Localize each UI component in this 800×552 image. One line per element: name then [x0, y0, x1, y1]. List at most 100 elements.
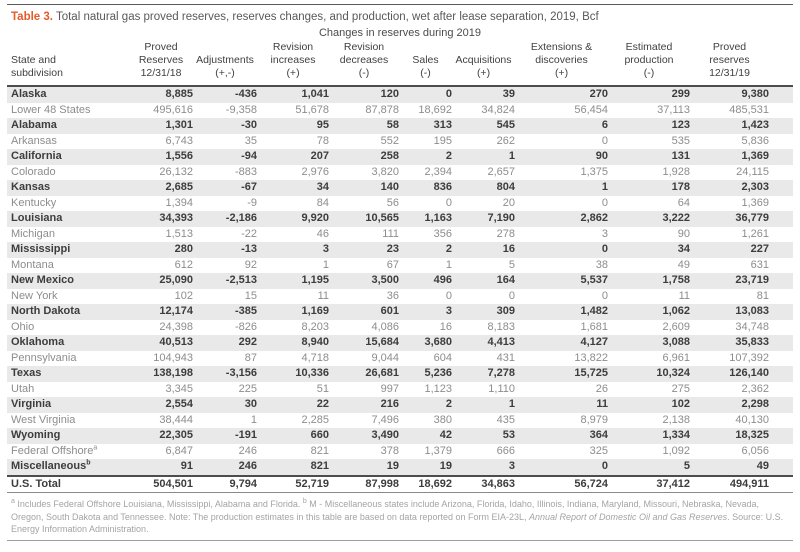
cell: 504,501: [129, 474, 193, 493]
cell: 53: [502, 429, 515, 441]
cell: 49: [756, 460, 769, 472]
cell: -385: [234, 305, 257, 317]
cell: 20: [502, 196, 515, 209]
footnote-marker: b: [302, 498, 307, 505]
cell: 1,375: [580, 165, 608, 178]
cell: 36,779: [735, 212, 769, 224]
table-row: Arkansas 6,743 35 78 552 195 262 0 535 5,836: [7, 134, 793, 150]
cell: -3,156: [225, 367, 257, 379]
row-label: Kentucky: [11, 196, 57, 209]
cell: 262: [496, 134, 515, 147]
cell: 604: [433, 351, 452, 364]
cell: 13,822: [574, 351, 608, 364]
cell: -94: [241, 150, 257, 162]
row-label: New York: [11, 289, 58, 302]
cell: 1,423: [741, 119, 769, 131]
table-row: Federal Offshorea 6,847 246 821 378 1,379 666 3…: [7, 444, 793, 460]
cell: 19: [386, 460, 399, 472]
row-label: Wyoming: [11, 429, 61, 441]
header-revision-decreases: Revision decreases (-): [329, 41, 399, 87]
cell: 1,195: [301, 274, 329, 286]
cell: 178: [671, 181, 690, 193]
cell: 1,169: [301, 305, 329, 317]
cell: 1,062: [662, 305, 690, 317]
cell: 836: [433, 181, 452, 193]
cell: 5: [508, 258, 515, 271]
cell: 227: [750, 243, 769, 255]
cell: 535: [671, 134, 690, 147]
cell: 16: [439, 320, 452, 333]
table-row: Wyoming 22,305 -191 660 3,490 42 53 364 1,334 18,…: [7, 428, 793, 444]
cell: 120: [380, 88, 399, 100]
cell: -9: [247, 196, 257, 209]
cell: 35,833: [735, 336, 769, 348]
cell: 309: [496, 305, 515, 317]
cell: 11: [317, 289, 329, 302]
table-row: Miscellaneousb 91 246 821 19 19 3 0 5 49: [7, 459, 793, 476]
cell: -883: [234, 165, 257, 178]
table-row: Texas 138,198 -3,156 10,336 26,681 5,236 7,278…: [7, 366, 793, 382]
cell: 3,490: [371, 429, 399, 441]
cell: 111: [382, 227, 399, 240]
cell: 7,278: [487, 367, 515, 379]
cell: 1: [445, 258, 452, 271]
cell: 2,362: [741, 382, 769, 395]
cell: 1: [250, 413, 257, 426]
cell: 2,976: [301, 165, 329, 178]
cell: 1,301: [165, 119, 193, 131]
cell: 6,961: [662, 351, 690, 364]
cell: 3,222: [662, 212, 690, 224]
row-label: Federal Offshorea: [11, 443, 98, 457]
cell: 34,748: [735, 320, 769, 333]
cell: 9,920: [301, 212, 329, 224]
cell: 364: [589, 429, 608, 441]
cell: 2,862: [580, 212, 608, 224]
cell: 102: [174, 289, 193, 302]
footnote-reference: a: [93, 443, 98, 451]
cell: 104,943: [153, 351, 193, 364]
cell: 8,183: [487, 320, 515, 333]
cell: 3: [445, 305, 452, 317]
row-label: Montana: [11, 258, 54, 271]
cell: 91: [180, 460, 193, 472]
cell: -436: [234, 88, 257, 100]
cell: 804: [496, 181, 515, 193]
table-body: Alaska 8,885 -436 1,041 120 0 39 270 299 9,380 Low…: [7, 86, 793, 493]
row-label: U.S. Total: [7, 474, 129, 493]
cell: 9,044: [371, 351, 399, 364]
cell: 1,379: [424, 444, 452, 457]
cell: 6,056: [741, 444, 769, 457]
cell: 49: [677, 258, 690, 271]
cell: -826: [234, 320, 257, 333]
header-estimated-production: Estimated production (-): [608, 41, 690, 87]
cell: 8,940: [301, 336, 329, 348]
cell: 87,998: [329, 474, 399, 493]
row-label: Louisiana: [11, 212, 63, 224]
cell: 5,236: [424, 367, 452, 379]
cell: 631: [750, 258, 769, 271]
table-header: State and subdivision Proved Reserves 12…: [7, 41, 793, 87]
row-label: Pennsylvania: [11, 351, 77, 364]
footnote-citation: Annual Report of Domestic Oil and Gas Re…: [528, 511, 728, 522]
cell: 4,086: [371, 320, 399, 333]
cell: 292: [238, 336, 257, 348]
table-row: Oklahoma 40,513 292 8,940 15,684 3,680 4,413 4,…: [7, 335, 793, 351]
cell: 34,393: [159, 212, 193, 224]
cell: 1,758: [662, 274, 690, 286]
cell: 1: [508, 398, 515, 410]
cell: -9,358: [225, 103, 257, 116]
cell: 485,531: [729, 103, 769, 116]
cell: 1,110: [488, 382, 515, 395]
cell: 207: [310, 150, 329, 162]
cell: 46: [316, 227, 329, 240]
cell: 660: [310, 429, 329, 441]
cell: 26,132: [159, 165, 193, 178]
table-row: Virginia 2,554 30 22 216 2 1 11 102 2,298: [7, 397, 793, 413]
cell: 56,724: [515, 474, 608, 493]
cell: 56: [386, 196, 399, 209]
cell: 2,298: [741, 398, 769, 410]
cell: 102: [671, 398, 690, 410]
cell: 34,824: [481, 103, 515, 116]
header-extensions-discoveries: Extensions & discoveries (+): [515, 41, 608, 87]
cell: 90: [595, 150, 608, 162]
